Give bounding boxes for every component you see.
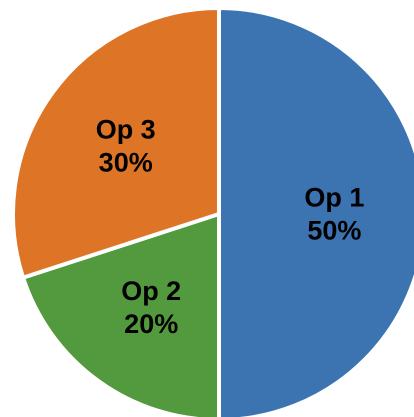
pie-slice-op-3 <box>11 6 221 280</box>
slice-label-percent: 30% <box>99 148 153 178</box>
slice-label-percent: 20% <box>124 309 178 339</box>
pie-slice-op-1 <box>217 6 414 417</box>
pie-slices <box>11 6 414 417</box>
slice-label-name: Op 3 <box>96 115 156 145</box>
slice-label-name: Op 2 <box>121 276 181 306</box>
pie-slice-op-2 <box>21 212 221 417</box>
slice-label-name: Op 1 <box>304 183 364 213</box>
pie-labels: Op 150% Op 220% Op 330% <box>96 115 365 339</box>
slice-label-percent: 50% <box>307 216 361 246</box>
